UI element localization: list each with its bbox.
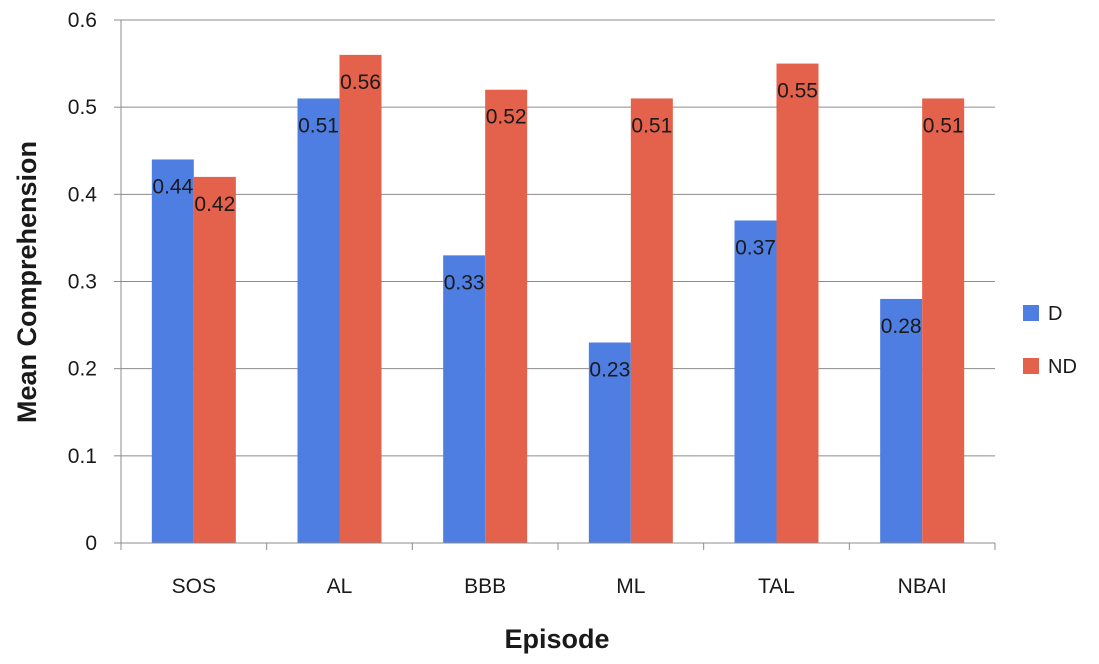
legend: D ND: [1023, 303, 1077, 378]
x-tick-label: ML: [616, 575, 645, 598]
data-label-d-nbai: 0.28: [881, 315, 922, 338]
data-label-nd-nbai: 0.51: [923, 114, 964, 137]
x-axis-title: Episode: [504, 624, 609, 654]
bar-d-sos: [151, 159, 194, 543]
data-label-nd-al: 0.56: [340, 71, 381, 94]
y-axis-title: Mean Comprehension: [12, 141, 42, 423]
y-tick-label: 0.4: [68, 183, 98, 206]
x-tick-label: SOS: [172, 575, 216, 598]
legend-label-d: D: [1048, 303, 1062, 325]
bar-nd-sos: [193, 176, 236, 543]
x-tick-label: BBB: [464, 575, 506, 598]
bar-nd-al: [339, 54, 382, 543]
data-label-nd-tal: 0.55: [777, 80, 818, 103]
data-label-d-tal: 0.37: [735, 236, 776, 259]
bar-nd-tal: [776, 63, 819, 543]
gridlines: [121, 19, 995, 457]
bar-d-al: [297, 98, 340, 543]
x-tick-label: NBAI: [898, 575, 947, 598]
legend-label-nd: ND: [1048, 356, 1077, 378]
bar-nd-bbb: [485, 89, 528, 543]
legend-swatch-d: [1023, 305, 1039, 321]
legend-swatch-nd: [1023, 358, 1039, 374]
y-tick-label: 0.6: [68, 9, 97, 32]
axes: 0 0.1 0.2 0.3 0.4 0.5 0.6 SOS AL BBB ML TAL NBAI: [68, 9, 996, 598]
bar-d-bbb: [443, 255, 486, 543]
x-tick-label: TAL: [758, 575, 795, 598]
bars: [151, 54, 965, 543]
y-tick-label: 0.3: [68, 271, 97, 294]
data-labels: 0.440.420.510.560.330.520.230.510.370.55…: [152, 71, 963, 382]
data-label-nd-bbb: 0.52: [486, 106, 527, 129]
y-tick-label: 0: [85, 532, 97, 555]
data-label-nd-sos: 0.42: [194, 193, 235, 216]
y-tick-label: 0.2: [68, 358, 97, 381]
data-label-d-al: 0.51: [298, 114, 339, 137]
bar-d-tal: [734, 220, 777, 543]
y-tick-label: 0.5: [68, 96, 97, 119]
bar-d-nbai: [880, 298, 923, 543]
data-label-d-bbb: 0.33: [444, 271, 485, 294]
y-tick-label: 0.1: [68, 445, 97, 468]
data-label-nd-ml: 0.51: [631, 114, 672, 137]
bar-nd-nbai: [922, 98, 965, 543]
x-tick-label: AL: [327, 575, 353, 598]
data-label-d-ml: 0.23: [589, 359, 630, 382]
data-label-d-sos: 0.44: [152, 175, 193, 198]
bar-d-ml: [588, 342, 631, 543]
bar-nd-ml: [630, 98, 673, 543]
